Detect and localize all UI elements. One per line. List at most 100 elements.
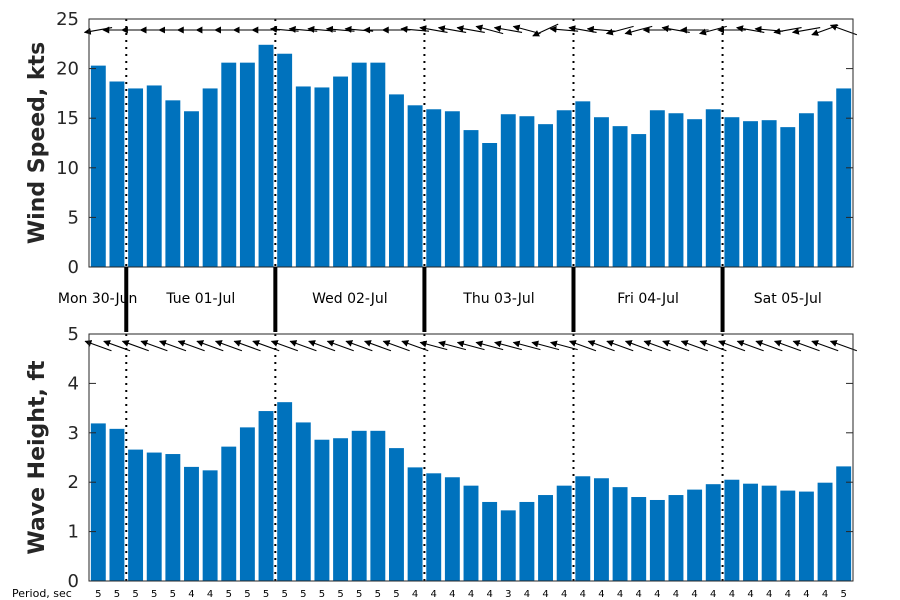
day-label: Fri 04-Jul	[617, 291, 679, 307]
wave-direction-arrow	[438, 340, 467, 351]
wave-direction-arrow	[121, 340, 149, 352]
wave-bar	[687, 489, 703, 581]
period-value: 5	[375, 589, 381, 600]
wave-direction-arrow	[792, 340, 820, 352]
wind-bar	[687, 119, 703, 267]
wind-y-axis-label: Wind Speed, kts	[25, 42, 50, 244]
wind-direction-arrow	[829, 24, 858, 36]
period-value: 5	[151, 589, 157, 600]
wave-bar	[668, 495, 684, 581]
wind-bar	[407, 105, 423, 267]
period-value: 5	[170, 589, 176, 600]
wind-direction-arrow	[493, 25, 523, 33]
period-value: 5	[337, 589, 343, 600]
wave-bar	[743, 483, 758, 581]
wind-bar	[109, 81, 125, 267]
wave-direction-arrow	[568, 340, 597, 352]
wave-direction-arrow	[401, 340, 429, 352]
wave-ytick-label: 1	[68, 522, 79, 543]
wind-bar	[631, 134, 647, 267]
wind-bar	[705, 109, 721, 268]
period-value: 4	[598, 589, 604, 600]
wave-bar	[258, 411, 274, 581]
wind-bar	[500, 114, 516, 267]
wave-bar	[351, 430, 367, 581]
wind-bar	[724, 117, 740, 268]
wind-bar	[202, 88, 218, 267]
day-label: Wed 02-Jul	[312, 291, 388, 307]
wave-y-axis-label: Wave Height, ft	[25, 360, 50, 555]
wind-direction-arrow	[532, 23, 559, 37]
wave-direction-arrow	[345, 340, 373, 352]
wave-bar	[221, 446, 237, 581]
wave-direction-arrow	[494, 340, 522, 351]
wave-direction-arrow	[811, 340, 839, 352]
wave-ytick-label: 0	[68, 571, 79, 592]
wave-direction-arrow	[755, 340, 783, 352]
wave-bar	[146, 452, 162, 581]
wave-direction-arrow	[736, 340, 764, 352]
wave-bar	[407, 467, 423, 581]
wind-ytick-label: 5	[68, 207, 79, 228]
period-value: 5	[95, 589, 101, 600]
wind-bar	[277, 53, 293, 267]
day-label: Sat 05-Jul	[754, 291, 822, 307]
wave-bar	[389, 448, 404, 581]
wave-ytick-label: 3	[68, 423, 79, 444]
period-value: 4	[580, 589, 586, 600]
wind-bar	[444, 111, 460, 267]
wind-direction-arrow	[568, 25, 597, 33]
wave-direction-arrow	[177, 340, 205, 352]
period-value: 5	[132, 589, 138, 600]
wave-bar	[239, 427, 255, 581]
wind-bar	[463, 130, 479, 267]
wind-bar	[239, 62, 255, 268]
wave-bar	[444, 477, 460, 581]
wave-direction-arrow	[159, 340, 187, 352]
wave-direction-arrow	[214, 340, 243, 352]
wind-bar	[575, 101, 591, 267]
period-value: 4	[766, 589, 772, 600]
wave-direction-arrow	[196, 340, 224, 352]
wave-direction-arrow	[512, 340, 541, 351]
period-value: 4	[617, 589, 623, 600]
wind-bar	[556, 110, 572, 267]
wave-direction-arrow	[475, 340, 504, 351]
period-value: 5	[226, 589, 232, 600]
wind-bar	[389, 94, 404, 267]
wind-ytick-label: 20	[56, 59, 79, 80]
wave-bar	[128, 449, 144, 581]
period-value: 4	[524, 589, 530, 600]
period-value: 4	[207, 589, 213, 600]
wave-bar	[463, 485, 479, 581]
wind-bar	[836, 88, 852, 267]
wave-direction-arrow	[308, 340, 336, 352]
period-value: 4	[673, 589, 679, 600]
wind-bar	[519, 116, 535, 267]
wave-direction-arrow	[549, 340, 578, 351]
wind-bar	[817, 101, 833, 267]
wave-direction-arrow	[829, 340, 858, 352]
wind-bar	[90, 65, 106, 268]
wind-bar	[612, 126, 628, 267]
wind-bar	[538, 124, 553, 268]
wave-bar	[761, 485, 777, 581]
period-value: 5	[319, 589, 325, 600]
wave-direction-arrow	[606, 340, 634, 352]
wave-direction-arrow	[233, 340, 261, 352]
period-value: 4	[636, 589, 642, 600]
wave-bar	[90, 423, 106, 581]
wave-bar	[314, 439, 330, 581]
period-value: 5	[244, 589, 250, 600]
wind-direction-arrow	[512, 24, 541, 35]
wave-direction-arrow	[252, 340, 280, 352]
wave-bar	[277, 402, 293, 581]
period-value: 5	[393, 589, 399, 600]
period-value: 4	[561, 589, 567, 600]
period-value: 5	[356, 589, 362, 600]
period-value: 4	[468, 589, 474, 600]
wave-bar	[519, 501, 535, 581]
wave-bar	[817, 482, 833, 581]
wave-bar	[593, 478, 609, 581]
